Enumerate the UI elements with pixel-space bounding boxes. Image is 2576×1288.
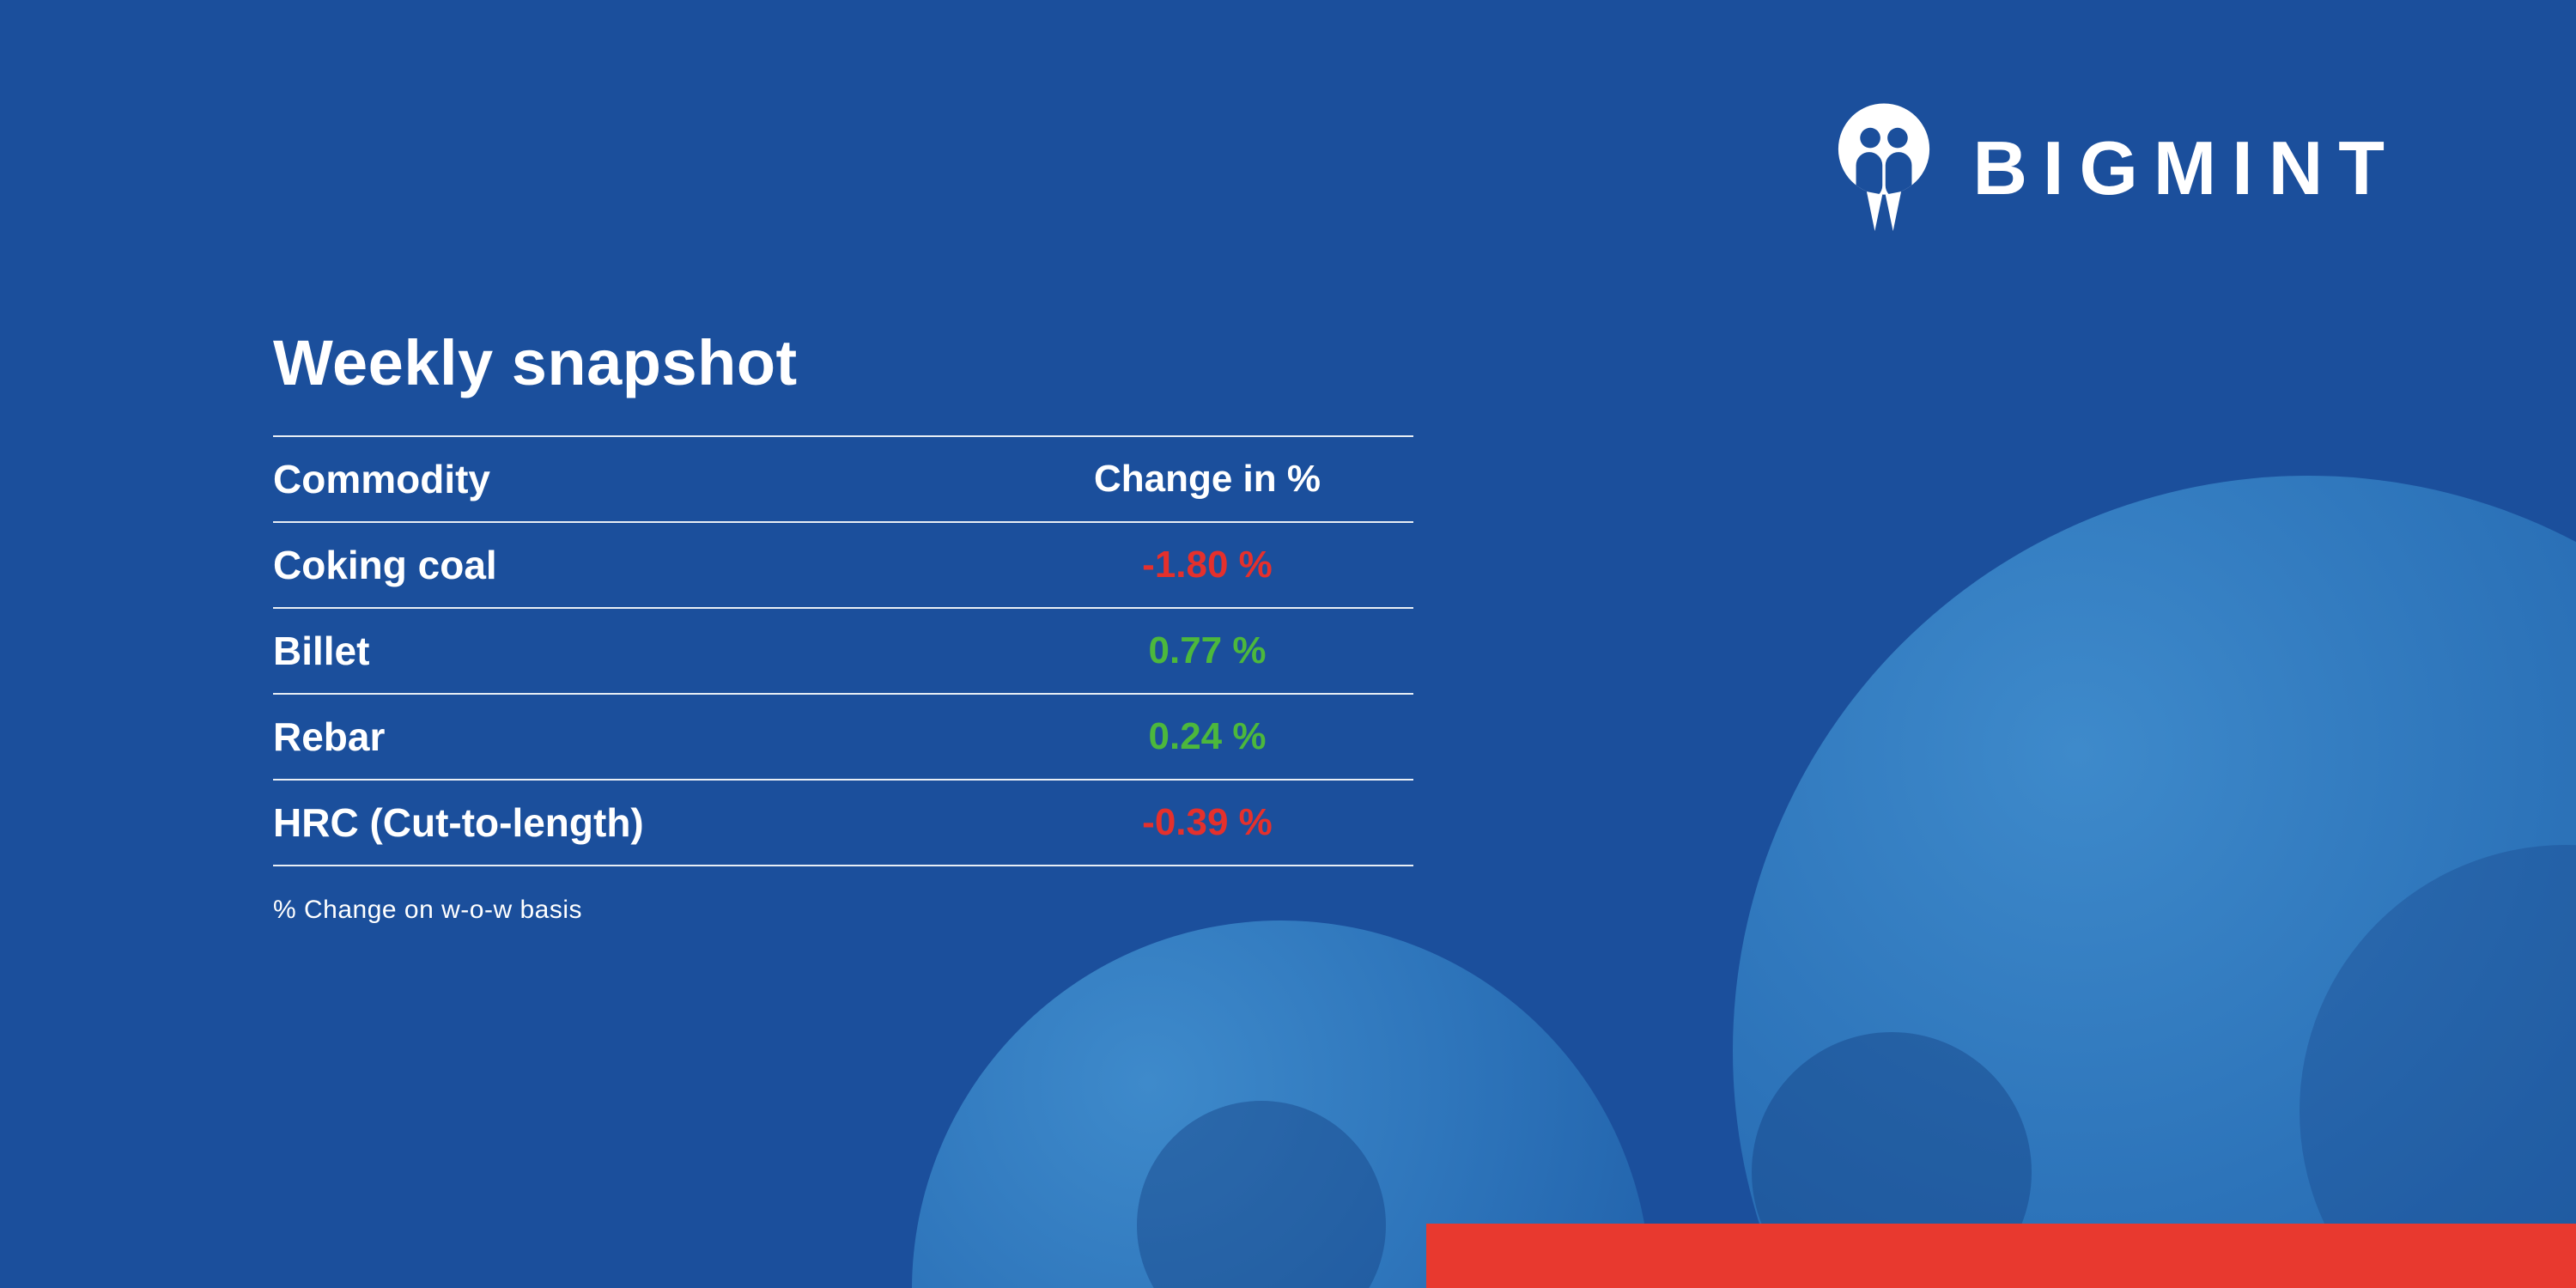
table-row: Billet 0.77 % [273, 609, 1413, 695]
page-title: Weekly snapshot [273, 327, 798, 398]
column-header-change: Change in % [1093, 458, 1321, 500]
decorative-sphere-large [1733, 476, 2576, 1288]
table-row: HRC (Cut-to-length) -0.39 % [273, 781, 1413, 866]
footnote: % Change on w-o-w basis [273, 896, 583, 924]
table-row: Rebar 0.24 % [273, 695, 1413, 781]
snapshot-table: Commodity Change in % Coking coal -1.80 … [273, 435, 1413, 866]
watermark-person-head [1137, 1101, 1386, 1288]
brand-logo: BIGMINT [1833, 101, 2400, 235]
change-value: 0.77 % [1148, 629, 1267, 671]
column-header-commodity: Commodity [273, 457, 490, 501]
table-row: Coking coal -1.80 % [273, 523, 1413, 609]
commodity-name: Rebar [273, 714, 386, 759]
commodity-name: Coking coal [273, 543, 497, 587]
change-value: -1.80 % [1142, 544, 1273, 586]
bigmint-people-icon [1838, 103, 1930, 232]
change-value: -0.39 % [1142, 801, 1273, 843]
brand-name: BIGMINT [1972, 125, 2400, 210]
commodity-name: Billet [273, 629, 370, 673]
watermark-person-head [2300, 845, 2576, 1288]
accent-bar [1426, 1224, 2576, 1288]
content-area: Weekly snapshot Commodity Change in % Co… [273, 326, 1413, 925]
commodity-name: HRC (Cut-to-length) [273, 800, 644, 845]
table-header-row: Commodity Change in % [273, 437, 1413, 523]
change-value: 0.24 % [1148, 715, 1267, 757]
